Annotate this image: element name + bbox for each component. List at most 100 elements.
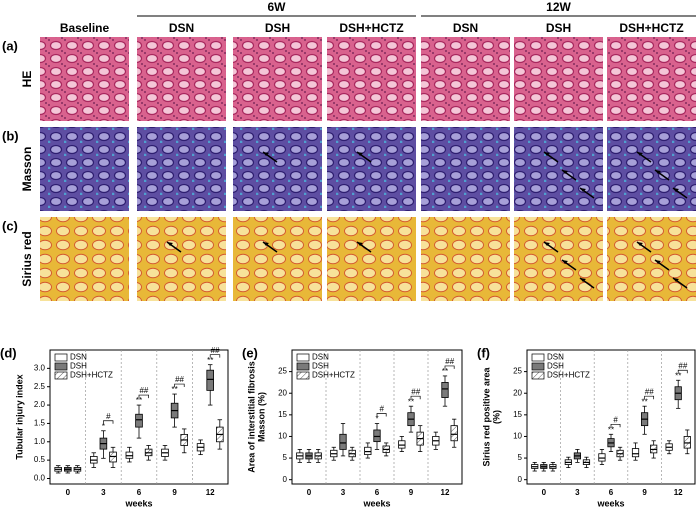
legend-swatch	[296, 362, 310, 371]
x-tick-label: 0	[66, 488, 71, 497]
x-axis-label: weeks	[596, 498, 624, 508]
arrow-head	[357, 152, 363, 156]
y-tick-label: 2.0	[34, 400, 46, 409]
legend-swatch	[54, 371, 68, 380]
significance-label: ##	[645, 387, 654, 396]
micrograph	[40, 37, 129, 121]
significance-bracket	[410, 395, 421, 400]
significance-mark: **	[408, 397, 414, 406]
significance-label: ##	[175, 375, 184, 384]
box	[450, 425, 458, 442]
significance-label: #	[613, 415, 618, 424]
significance-mark: *	[102, 422, 105, 431]
legend-label: DSH+HCTZ	[70, 371, 113, 380]
arrow-head	[562, 170, 568, 174]
arrow-head	[544, 242, 550, 246]
micrograph	[421, 217, 510, 301]
significance-bracket	[174, 383, 185, 388]
panel-letter: (c)	[2, 218, 18, 233]
x-tick-label: 9	[409, 488, 414, 497]
x-tick-label: 6	[137, 488, 142, 497]
micrograph	[137, 127, 226, 211]
significance-bracket	[103, 420, 114, 424]
box	[683, 436, 691, 449]
legend-label: DSN	[547, 353, 564, 362]
box	[364, 446, 372, 456]
micrograph	[137, 217, 226, 301]
significance-mark: **	[207, 356, 213, 365]
y-tick-label: 3.0	[34, 363, 46, 372]
x-tick-label: 0	[307, 488, 312, 497]
x-axis-label: weeks	[124, 498, 152, 508]
micrograph	[327, 217, 416, 301]
y-axis-label: (%)	[491, 410, 501, 424]
arrow-head	[580, 278, 586, 282]
micrograph	[514, 37, 603, 121]
y-tick-label: 5	[283, 453, 288, 462]
legend-label: DSN	[312, 353, 329, 362]
arrow-head	[263, 152, 269, 156]
significance-mark: **	[675, 371, 681, 380]
arrow-head	[637, 152, 643, 156]
significance-bracket	[644, 395, 655, 400]
y-tick-label: 10	[278, 432, 287, 441]
arrow-head	[544, 152, 550, 156]
x-tick-label: 3	[575, 488, 580, 497]
arrow-head	[263, 242, 269, 246]
box-chart: (d) 0.0 0.5 1.0 1.5 2.0 2.5 3.0 Tubular injury i…	[0, 345, 229, 508]
significance-label: #	[379, 405, 384, 414]
charts: (d) 0.0 0.5 1.0 1.5 2.0 2.5 3.0 Tubular injury i…	[0, 345, 696, 508]
box	[441, 382, 449, 398]
x-tick-label: 3	[341, 488, 346, 497]
y-tick-label: 2.5	[34, 382, 46, 391]
row-label: HE	[20, 71, 34, 88]
y-tick-label: 25	[513, 367, 522, 376]
column-label: DSH+HCTZ	[339, 21, 403, 35]
x-tick-label: 9	[172, 488, 177, 497]
significance-bracket	[209, 354, 221, 358]
significance-label: ##	[411, 387, 420, 396]
y-tick-label: 0	[283, 475, 288, 484]
significance-bracket	[138, 394, 149, 399]
y-tick-label: 25	[278, 367, 287, 376]
arrow-head	[637, 242, 643, 246]
group-header: 12W	[546, 0, 571, 14]
box	[339, 433, 347, 450]
x-tick-label: 6	[375, 488, 380, 497]
micrograph	[607, 217, 696, 301]
x-tick-label: 3	[101, 488, 106, 497]
arrow-head	[655, 260, 661, 264]
y-tick-label: 5	[518, 453, 523, 462]
box-chart: (f) 0 5 10 15 20 25 Sirius red positive area (%)…	[477, 345, 696, 508]
y-tick-label: 15	[278, 410, 287, 419]
micrograph	[421, 37, 510, 121]
micrograph	[514, 217, 603, 301]
y-tick-label: 20	[513, 388, 522, 397]
column-label: Baseline	[60, 21, 110, 35]
significance-mark: **	[171, 385, 177, 394]
y-axis-label: Sirius red positive area	[481, 366, 491, 466]
x-tick-label: 0	[542, 488, 547, 497]
x-tick-label: 12	[441, 488, 450, 497]
legend-swatch	[531, 362, 545, 371]
box	[373, 429, 381, 443]
column-label: DSN	[169, 21, 194, 35]
plot-frame	[526, 349, 696, 485]
x-tick-label: 12	[206, 488, 215, 497]
micrograph	[233, 217, 322, 301]
column-label: DSH+HCTZ	[619, 21, 683, 35]
arrow-head	[167, 242, 173, 246]
column-label: DSN	[453, 21, 478, 35]
micrograph	[137, 37, 226, 121]
y-tick-label: 1.0	[34, 437, 46, 446]
legend-label: DSN	[70, 353, 87, 362]
y-axis-label: Masson (%)	[256, 392, 266, 442]
significance-bracket	[677, 369, 688, 374]
box	[631, 448, 640, 458]
legend-label: DSH	[547, 362, 564, 371]
y-axis-label: Tubular injury index	[14, 374, 24, 459]
x-tick-label: 9	[642, 488, 647, 497]
significance-mark: **	[608, 425, 614, 434]
row-label: Masson	[20, 147, 34, 192]
legend-label: DSH	[70, 362, 87, 371]
